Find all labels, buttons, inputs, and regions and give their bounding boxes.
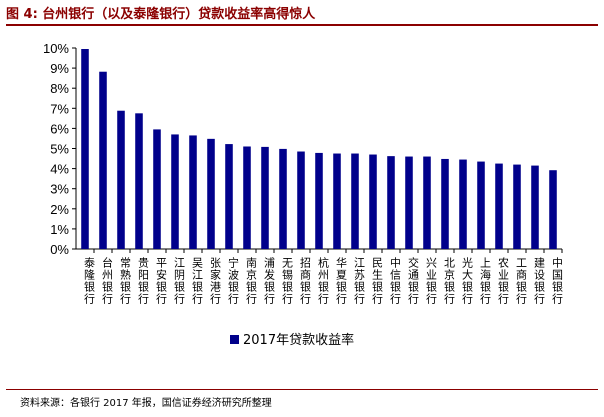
legend-swatch bbox=[230, 335, 239, 344]
x-tick-label: 常熟银行 bbox=[119, 257, 132, 305]
bar bbox=[297, 151, 305, 249]
x-tick-label: 泰隆银行 bbox=[83, 256, 96, 305]
x-tick-label: 江阴银行 bbox=[173, 257, 186, 305]
x-tick-label: 张家港行 bbox=[209, 257, 222, 305]
x-tick-label: 无锡银行 bbox=[281, 257, 294, 305]
bar bbox=[243, 146, 251, 249]
x-tick-label: 南京银行 bbox=[245, 257, 258, 305]
bar bbox=[369, 154, 377, 249]
x-tick-label: 台州银行 bbox=[101, 256, 114, 305]
x-tick-label: 中信银行 bbox=[389, 257, 402, 305]
source-bar: 资料来源：各银行 2017 年报，国信证券经济研究所整理 bbox=[6, 389, 598, 414]
source-note: 资料来源：各银行 2017 年报，国信证券经济研究所整理 bbox=[20, 398, 272, 409]
y-tick-label: 1% bbox=[50, 222, 69, 237]
figure-title: 图 4: 台州银行（以及泰隆银行）贷款收益率高得惊人 bbox=[6, 7, 316, 22]
x-tick-label: 华夏银行 bbox=[335, 256, 348, 305]
x-tick-label: 中国银行 bbox=[551, 257, 564, 305]
bar bbox=[261, 146, 269, 249]
title-bar: 图 4: 台州银行（以及泰隆银行）贷款收益率高得惊人 bbox=[6, 2, 598, 26]
bar bbox=[387, 156, 395, 249]
bar bbox=[495, 163, 503, 249]
bar bbox=[207, 138, 215, 249]
x-tick-label: 贵阳银行 bbox=[137, 257, 150, 305]
y-tick-label: 10% bbox=[43, 41, 69, 56]
bar bbox=[225, 144, 233, 249]
y-tick-label: 8% bbox=[50, 81, 69, 96]
y-tick-label: 6% bbox=[50, 121, 69, 136]
x-tick-label: 上海银行 bbox=[479, 257, 492, 305]
bar bbox=[549, 170, 557, 249]
y-tick-label: 5% bbox=[50, 142, 69, 157]
y-tick-label: 9% bbox=[50, 61, 69, 76]
bar bbox=[441, 158, 449, 249]
x-tick-label: 吴江银行 bbox=[191, 257, 204, 305]
x-tick-label: 北京银行 bbox=[443, 257, 456, 305]
y-tick-label: 4% bbox=[50, 162, 69, 177]
bar bbox=[405, 156, 413, 249]
bar bbox=[153, 129, 161, 249]
bar bbox=[81, 49, 89, 249]
bar bbox=[99, 71, 107, 249]
legend-label: 2017年贷款收益率 bbox=[243, 332, 354, 348]
y-tick-label: 3% bbox=[50, 182, 69, 197]
x-tick-label: 农业银行 bbox=[497, 256, 510, 305]
y-tick-label: 0% bbox=[50, 242, 69, 257]
bar bbox=[171, 134, 179, 249]
x-tick-label: 浦发银行 bbox=[263, 257, 276, 305]
bar bbox=[135, 113, 143, 249]
x-tick-label: 工商银行 bbox=[515, 257, 528, 305]
bar bbox=[531, 165, 539, 249]
x-tick-label: 招商银行 bbox=[299, 256, 312, 305]
bar bbox=[513, 164, 521, 249]
bar bbox=[423, 156, 431, 249]
x-tick-label: 宁波银行 bbox=[227, 256, 240, 305]
x-tick-label: 交通银行 bbox=[407, 256, 420, 305]
x-tick-label: 杭州银行 bbox=[317, 256, 330, 305]
bar bbox=[279, 148, 287, 249]
bar bbox=[459, 159, 467, 249]
bar bbox=[477, 161, 485, 249]
x-tick-label: 兴业银行 bbox=[425, 257, 438, 305]
bar bbox=[333, 153, 341, 249]
y-tick-label: 2% bbox=[50, 202, 69, 217]
bar bbox=[315, 152, 323, 249]
y-tick-label: 7% bbox=[50, 101, 69, 116]
bar bbox=[189, 135, 197, 249]
x-tick-label: 光大银行 bbox=[461, 256, 474, 305]
bar bbox=[117, 110, 125, 249]
x-tick-label: 江苏银行 bbox=[353, 257, 366, 305]
x-tick-label: 建设银行 bbox=[533, 256, 546, 305]
x-tick-label: 民生银行 bbox=[371, 257, 384, 305]
bar bbox=[351, 153, 359, 249]
x-tick-label: 平安银行 bbox=[155, 257, 168, 305]
